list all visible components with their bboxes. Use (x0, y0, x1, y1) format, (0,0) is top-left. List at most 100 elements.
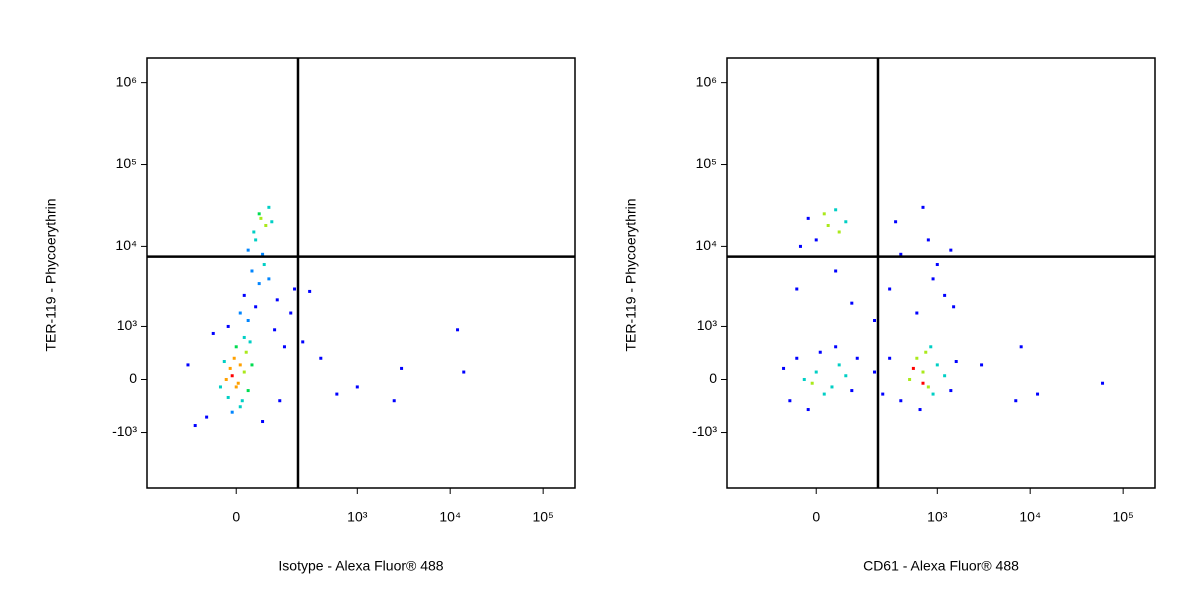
y-tick-label: 10³ (697, 317, 718, 333)
event-dot (246, 318, 250, 322)
y-tick-label: 10⁴ (695, 237, 717, 253)
event-dot (193, 424, 197, 428)
event-dot (810, 381, 814, 385)
event-dot (795, 287, 799, 291)
event-dot (931, 392, 935, 396)
event-dot (270, 220, 274, 224)
event-dot (834, 269, 838, 273)
event-dot (806, 216, 810, 220)
event-dot (248, 340, 252, 344)
event-dot (232, 356, 236, 360)
event-dot (888, 287, 892, 291)
event-dot (228, 366, 232, 370)
event-dot (262, 263, 266, 267)
event-dot (264, 224, 268, 228)
event-dot (218, 385, 222, 389)
event-dot (788, 399, 792, 403)
event-dot (257, 212, 261, 216)
event-dot (931, 277, 935, 281)
event-dot (935, 263, 939, 267)
event-dot (949, 248, 953, 252)
event-dot (240, 399, 244, 403)
event-dot (915, 311, 919, 315)
event-dot (335, 392, 339, 396)
event-dot (226, 324, 230, 328)
event-dot (881, 392, 885, 396)
x-tick-label: 10⁴ (439, 509, 461, 525)
event-dot (830, 385, 834, 389)
event-dot (795, 356, 799, 360)
event-dot (926, 238, 930, 242)
event-dot (278, 399, 282, 403)
y-tick-label: 0 (129, 370, 137, 386)
y-tick-label: -10³ (112, 423, 137, 439)
y-tick-label: 10⁶ (116, 73, 137, 89)
event-dot (921, 370, 925, 374)
event-dot (915, 356, 919, 360)
event-dot (236, 381, 240, 385)
event-dot (818, 350, 822, 354)
event-dot (252, 230, 256, 234)
y-tick-label: 10³ (117, 317, 138, 333)
event-dot (822, 212, 826, 216)
event-dot (242, 335, 246, 339)
event-dot (894, 220, 898, 224)
event-dot (242, 370, 246, 374)
event-dot (301, 340, 305, 344)
y-tick-label: 10⁴ (115, 237, 137, 253)
x-tick-label: 0 (232, 509, 240, 525)
x-tick-label: 10⁵ (532, 509, 553, 525)
event-dot (205, 415, 209, 419)
event-dot (834, 345, 838, 349)
x-tick-label: 0 (812, 509, 820, 525)
event-dot (254, 238, 258, 242)
event-dot (802, 377, 806, 381)
event-dot (850, 389, 854, 393)
x-tick-label: 10⁴ (1019, 509, 1041, 525)
event-dot (230, 410, 234, 414)
event-dot (267, 205, 271, 209)
event-dot (211, 331, 215, 335)
event-dot (888, 356, 892, 360)
event-dot (250, 363, 254, 367)
event-dot (238, 311, 242, 315)
event-dot (949, 389, 953, 393)
event-dot (392, 399, 396, 403)
event-dot (935, 363, 939, 367)
event-dot (952, 305, 956, 309)
event-dot (234, 385, 238, 389)
event-dot (921, 381, 925, 385)
event-dot (873, 370, 877, 374)
event-dot (355, 385, 359, 389)
event-dot (826, 224, 830, 228)
event-dot (1014, 399, 1018, 403)
event-dot (834, 208, 838, 212)
event-dot (837, 363, 841, 367)
event-dot (267, 277, 271, 281)
event-dot (924, 350, 928, 354)
x-tick-label: 10⁵ (1112, 509, 1133, 525)
event-dot (289, 311, 293, 315)
event-dot (822, 392, 826, 396)
event-dot (806, 408, 810, 412)
event-dot (257, 282, 261, 286)
event-dot (1019, 345, 1023, 349)
event-dot (911, 366, 915, 370)
plot-frame (146, 57, 576, 489)
event-dot (238, 363, 242, 367)
event-dot (250, 269, 254, 273)
event-dot (230, 374, 234, 378)
plot-frame (726, 57, 1156, 489)
x-tick-label: 10³ (927, 509, 948, 525)
event-dot (926, 385, 930, 389)
event-dot (954, 360, 958, 364)
event-dot (234, 345, 238, 349)
event-dot (224, 377, 228, 381)
event-dot (850, 301, 854, 305)
event-dot (899, 399, 903, 403)
event-dot (275, 298, 279, 302)
event-dot (282, 345, 286, 349)
event-dot (319, 356, 323, 360)
x-axis-label: CD61 - Alexa Fluor® 488 (863, 558, 1019, 574)
